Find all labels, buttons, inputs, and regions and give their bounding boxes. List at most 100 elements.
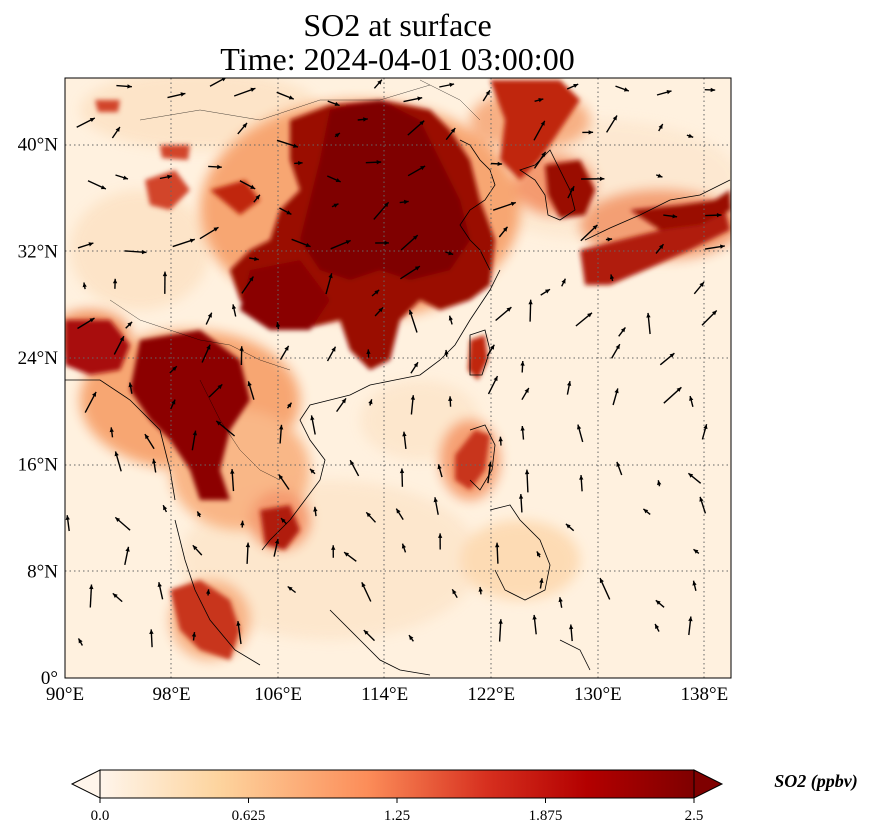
colorbar-tick-label: 0.625 [232,808,266,824]
country-borders [109,79,481,481]
wind-arrow-head [518,494,524,499]
wind-arrow-head [189,238,195,243]
x-tick-label: 122°E [467,684,515,705]
x-tick-label: 106°E [254,684,302,705]
wind-arrow-head [149,629,154,634]
wind-arrow-head [478,587,483,592]
y-tick-label: 24°N [18,348,59,369]
wind-arrow-head [414,266,420,271]
wind-arrow-head [305,242,311,247]
wind-arrow-head [658,124,663,129]
wind-arrow-head [437,464,442,470]
wind-arrow-head [331,545,336,550]
wind-arrow-head [368,399,373,405]
wind-arrow-head [287,586,293,591]
wind-arrow-head [361,582,366,588]
wind-arrow-head [676,387,682,392]
wind-arrow-head [592,224,598,230]
wind-arrow-head [221,78,226,82]
wind-arrow-head [655,624,660,629]
wind-arrow-head [144,434,150,440]
wind-arrow-head [240,520,245,526]
wind-arrow-head [239,346,244,351]
wind-arrow-head [672,214,678,219]
wind-arrow-head [366,512,371,518]
wind-arrow-head [524,469,530,475]
wind-arrow-head [669,353,675,358]
wind-arrow-head [657,480,662,486]
y-tick-label: 0° [41,668,58,689]
wind-arrow-head [254,256,259,261]
colorbar-extend-high [693,769,724,799]
colorbar-extend-low [70,769,101,799]
wind-arrow-head [366,349,371,354]
wind-arrow-head [614,388,619,394]
wind-arrow-head [171,399,176,405]
wind-arrow-head [344,552,349,557]
wind-arrow-head [331,346,336,352]
wind-arrow-head [89,318,95,323]
wind-arrow-head [298,161,303,166]
x-tick-label: 130°E [574,684,622,705]
wind-arrow-head [207,312,212,318]
wind-arrow-head [89,584,94,590]
wind-arrow-head [335,178,341,182]
wind-arrow-head [688,473,694,478]
wind-arrow-head [712,310,717,316]
wind-arrow-head [538,98,544,103]
colorbar-ramp [100,770,694,798]
wind-arrow-head [716,213,722,218]
wind-arrow-head [278,474,284,480]
x-tick-label: 138°E [681,684,729,705]
wind-arrow-head [503,226,508,232]
wind-arrow-head [128,382,133,388]
colorbar-ticks: 0.0 0.625 1.25 1.875 2.5 [91,798,703,824]
wind-arrow-head [191,632,197,637]
wind-arrow-head [255,194,260,200]
y-tick-label: 40°N [18,135,59,156]
wind-arrow-head [413,362,418,368]
wind-arrow-head [88,242,94,247]
wind-arrow-head [242,123,247,128]
wind-arrow-head [167,174,172,179]
wind-arrow-head [573,84,579,88]
wind-arrow-head [646,312,651,318]
wind-arrow-head [703,424,708,430]
wind-arrow-head [115,127,120,132]
x-tick-label: 98°E [152,684,190,705]
wind-arrow-head [157,582,162,587]
wind-arrow-head [213,227,219,232]
wind-arrow-head [433,497,438,503]
wind-arrow-head [112,278,118,284]
x-tick-label: 90°E [46,684,84,705]
wind-arrow-head [620,327,626,333]
wind-arrow-head [412,235,418,240]
wind-arrow-head [313,506,318,512]
wind-arrow-head [250,87,256,92]
wind-arrow-head [490,344,495,350]
wind-arrow-head [692,580,697,586]
wind-arrow-head [123,175,128,180]
wind-arrow-head [115,517,121,522]
wind-arrow-head [577,424,582,430]
wind-arrow-head [231,304,237,310]
wind-arrow-head [588,130,594,135]
wind-arrow-head [328,273,333,279]
wind-arrow-head [689,396,694,401]
wind-vectors [65,78,725,648]
wind-arrow-head [539,578,544,583]
wind-arrow-head [114,451,119,457]
wind-arrow-head [172,366,177,371]
wind-arrow-head [293,143,298,148]
wind-arrow-head [192,430,197,436]
wind-arrow-head [109,427,114,433]
wind-arrow-head [615,344,620,350]
colorbar: 0.0 0.625 1.25 1.875 2.5 SO2 (ppbv) [70,769,858,824]
wind-arrow-head [112,593,118,598]
wind-arrow-head [206,589,211,594]
wind-arrow-head [452,589,457,595]
wind-arrow-head [444,349,449,355]
wind-arrow-head [286,210,292,215]
wind-arrow-head [545,289,550,294]
